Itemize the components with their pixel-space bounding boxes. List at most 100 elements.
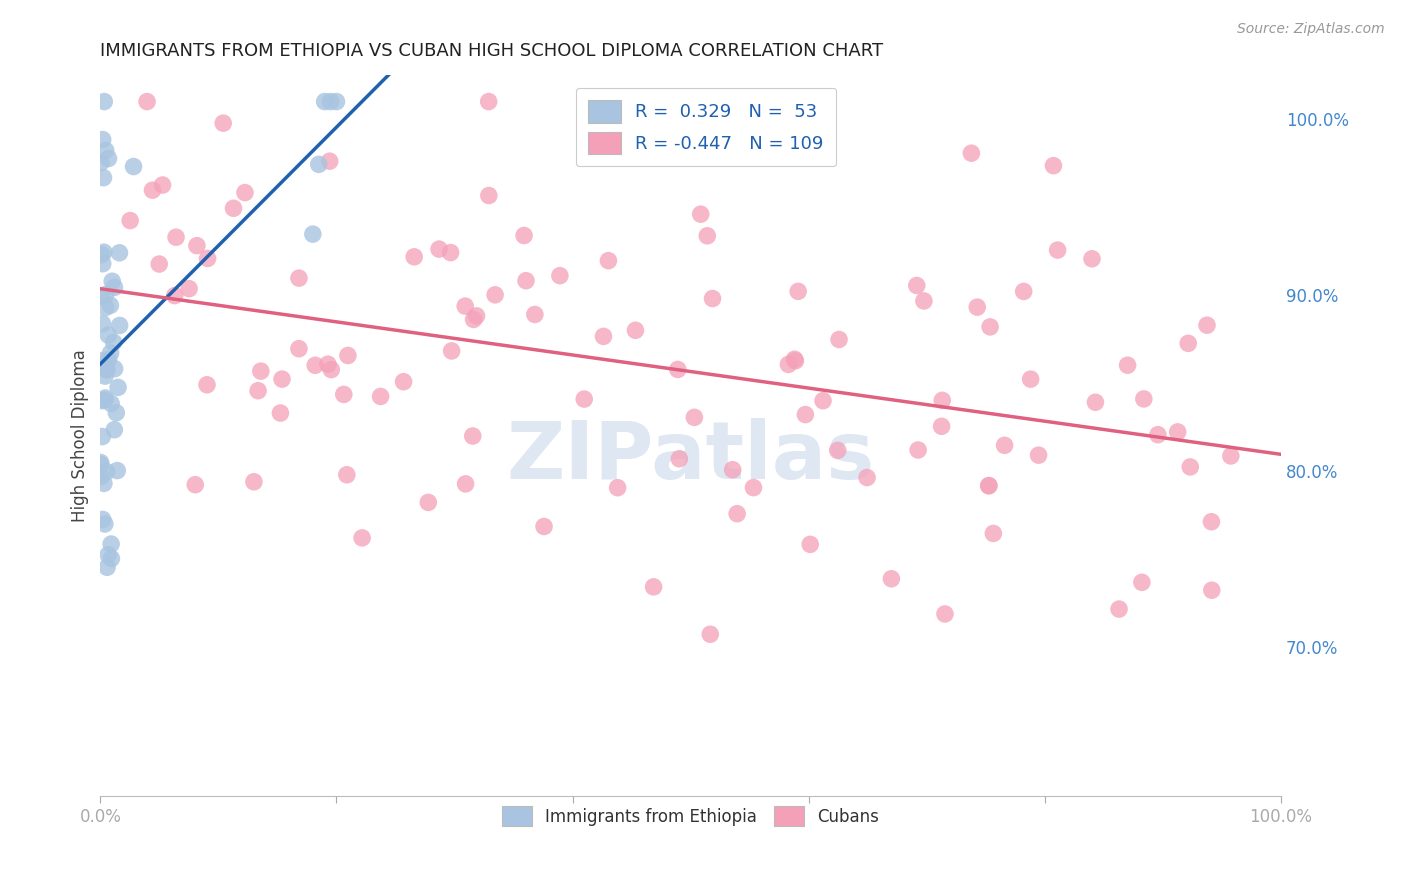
Point bbox=[321, 362, 343, 376]
Point bbox=[100, 298, 122, 312]
Point bbox=[1201, 583, 1223, 598]
Legend: Immigrants from Ethiopia, Cubans: Immigrants from Ethiopia, Cubans bbox=[494, 797, 887, 835]
Point bbox=[247, 384, 270, 398]
Point bbox=[1046, 243, 1069, 257]
Point bbox=[856, 470, 879, 484]
Point bbox=[94, 516, 117, 531]
Point bbox=[702, 292, 724, 306]
Point bbox=[934, 607, 956, 621]
Point bbox=[905, 278, 928, 293]
Point bbox=[668, 451, 690, 466]
Point bbox=[1012, 285, 1035, 299]
Point bbox=[104, 361, 127, 376]
Point bbox=[243, 475, 266, 489]
Point bbox=[100, 396, 122, 410]
Point bbox=[184, 477, 207, 491]
Point bbox=[1167, 425, 1189, 439]
Point bbox=[1180, 459, 1202, 474]
Point bbox=[598, 253, 620, 268]
Point bbox=[907, 442, 929, 457]
Point bbox=[1019, 372, 1042, 386]
Point bbox=[97, 152, 120, 166]
Point bbox=[96, 560, 118, 574]
Point bbox=[186, 238, 208, 252]
Point bbox=[250, 364, 273, 378]
Point bbox=[1081, 252, 1104, 266]
Point bbox=[288, 342, 311, 356]
Point bbox=[699, 627, 721, 641]
Point bbox=[1028, 448, 1050, 462]
Point bbox=[931, 393, 953, 408]
Point bbox=[574, 392, 596, 406]
Point bbox=[392, 375, 415, 389]
Point bbox=[304, 359, 326, 373]
Point bbox=[931, 419, 953, 434]
Point bbox=[152, 178, 174, 192]
Point bbox=[440, 343, 463, 358]
Point bbox=[465, 309, 488, 323]
Point bbox=[94, 301, 117, 315]
Point bbox=[404, 250, 426, 264]
Point bbox=[91, 512, 114, 526]
Point bbox=[94, 361, 117, 376]
Point bbox=[966, 300, 988, 314]
Point bbox=[90, 155, 112, 169]
Point bbox=[427, 242, 450, 256]
Point bbox=[94, 392, 117, 407]
Point bbox=[141, 183, 163, 197]
Point bbox=[94, 369, 117, 384]
Point bbox=[880, 572, 903, 586]
Point bbox=[105, 464, 128, 478]
Point bbox=[308, 157, 330, 171]
Point bbox=[336, 467, 359, 482]
Point bbox=[108, 318, 131, 333]
Point bbox=[787, 285, 810, 299]
Y-axis label: High School Diploma: High School Diploma bbox=[72, 350, 89, 522]
Point bbox=[370, 389, 392, 403]
Point bbox=[212, 116, 235, 130]
Point bbox=[91, 429, 114, 443]
Point bbox=[90, 289, 112, 303]
Point bbox=[93, 170, 115, 185]
Point bbox=[1133, 392, 1156, 406]
Point bbox=[101, 274, 124, 288]
Point bbox=[318, 154, 340, 169]
Point bbox=[97, 352, 120, 367]
Point bbox=[107, 380, 129, 394]
Point bbox=[105, 406, 128, 420]
Point bbox=[108, 245, 131, 260]
Point bbox=[90, 458, 112, 472]
Point bbox=[120, 213, 142, 227]
Point bbox=[912, 293, 935, 308]
Point bbox=[666, 362, 689, 376]
Point bbox=[1177, 336, 1199, 351]
Point bbox=[454, 476, 477, 491]
Point bbox=[478, 188, 501, 202]
Point bbox=[94, 144, 117, 158]
Point bbox=[1219, 449, 1241, 463]
Point bbox=[533, 519, 555, 533]
Point bbox=[696, 228, 718, 243]
Point bbox=[689, 207, 711, 221]
Point bbox=[197, 252, 219, 266]
Point bbox=[233, 186, 256, 200]
Point bbox=[93, 95, 115, 109]
Point bbox=[93, 476, 115, 491]
Point bbox=[90, 393, 112, 408]
Point bbox=[977, 478, 1000, 492]
Point bbox=[960, 146, 983, 161]
Point bbox=[314, 95, 336, 109]
Point bbox=[725, 507, 748, 521]
Point bbox=[90, 248, 112, 262]
Point bbox=[721, 463, 744, 477]
Point bbox=[122, 160, 145, 174]
Point bbox=[195, 377, 218, 392]
Point bbox=[548, 268, 571, 283]
Point bbox=[484, 288, 506, 302]
Point bbox=[93, 245, 115, 260]
Point bbox=[979, 319, 1001, 334]
Point bbox=[977, 479, 1000, 493]
Point bbox=[742, 481, 765, 495]
Point bbox=[606, 481, 628, 495]
Point bbox=[97, 328, 120, 343]
